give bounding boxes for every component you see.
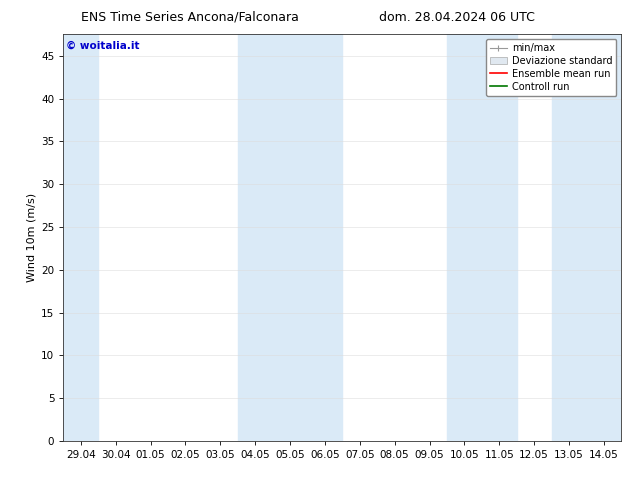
Bar — [238, 34, 342, 441]
Y-axis label: Wind 10m (m/s): Wind 10m (m/s) — [27, 193, 37, 282]
Bar — [63, 34, 98, 441]
Legend: min/max, Deviazione standard, Ensemble mean run, Controll run: min/max, Deviazione standard, Ensemble m… — [486, 39, 616, 96]
Bar — [552, 34, 621, 441]
Text: © woitalia.it: © woitalia.it — [66, 40, 139, 50]
Bar — [447, 34, 517, 441]
Text: ENS Time Series Ancona/Falconara: ENS Time Series Ancona/Falconara — [81, 11, 299, 24]
Text: dom. 28.04.2024 06 UTC: dom. 28.04.2024 06 UTC — [378, 11, 534, 24]
